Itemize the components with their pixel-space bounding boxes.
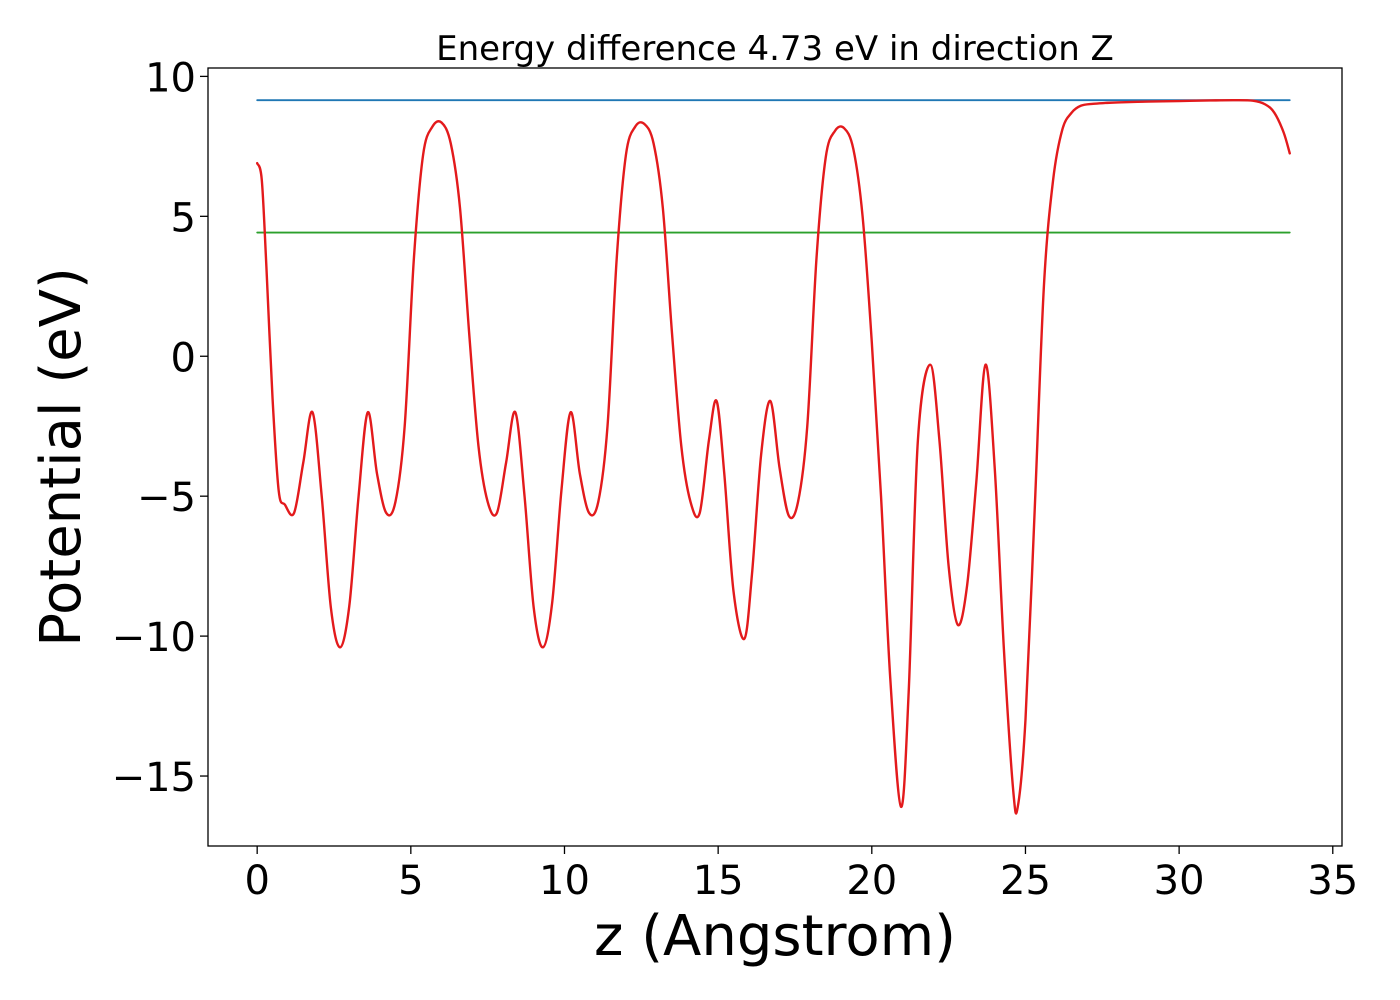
y-tick-label: −5 bbox=[137, 475, 196, 521]
x-tick-label: 20 bbox=[846, 858, 897, 904]
x-tick-label: 10 bbox=[539, 858, 590, 904]
y-tick-label: 0 bbox=[171, 335, 196, 381]
y-axis-title: Potential (eV) bbox=[29, 267, 94, 647]
x-tick-label: 0 bbox=[244, 858, 269, 904]
y-tick-label: −15 bbox=[112, 755, 196, 801]
y-axis: 10 5 0 −5 −10 −15 bbox=[112, 55, 208, 801]
x-axis: 0 5 10 15 20 25 30 35 bbox=[244, 846, 1358, 904]
y-tick-label: 5 bbox=[171, 195, 196, 241]
x-tick-label: 30 bbox=[1154, 858, 1205, 904]
y-tick-label: 10 bbox=[145, 55, 196, 101]
x-axis-title: z (Angstrom) bbox=[594, 904, 956, 969]
series-layer bbox=[255, 98, 1291, 815]
chart-title: Energy difference 4.73 eV in direction Z bbox=[436, 29, 1114, 69]
x-tick-label: 5 bbox=[398, 858, 423, 904]
x-tick-label: 25 bbox=[1000, 858, 1051, 904]
plot-frame bbox=[207, 67, 1343, 847]
x-tick-label: 35 bbox=[1307, 858, 1358, 904]
series-line-potential bbox=[255, 98, 1291, 815]
x-tick-label: 15 bbox=[693, 858, 744, 904]
y-tick-label: −10 bbox=[112, 615, 196, 661]
